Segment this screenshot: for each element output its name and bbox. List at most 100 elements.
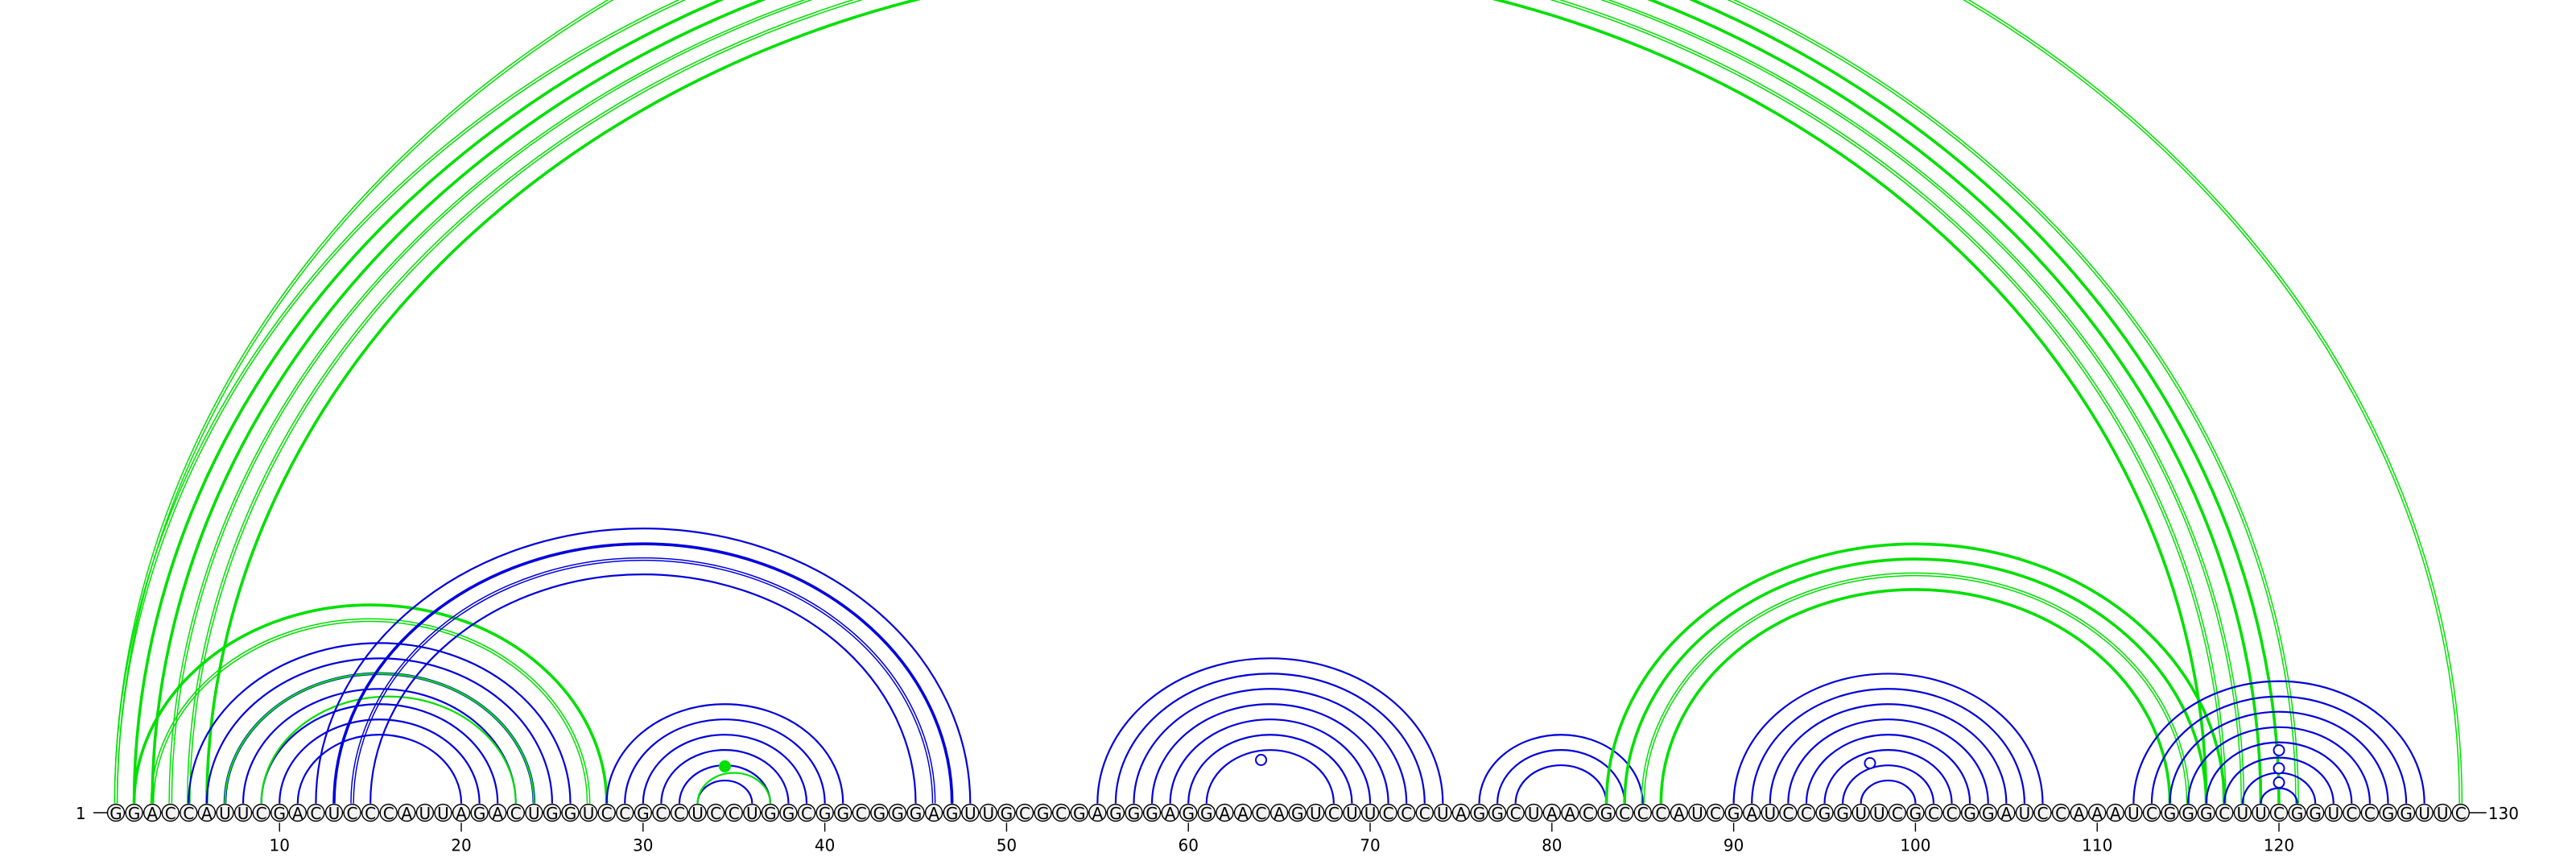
- nucleotide-circle: [579, 803, 598, 822]
- nucleotide-letter: C: [1619, 804, 1630, 823]
- tick-110: 110: [2082, 822, 2112, 855]
- nucleotide-circle: [543, 803, 562, 822]
- nucleotide-circle: [852, 803, 870, 822]
- nucleotide-circle: [724, 803, 743, 822]
- tick-90: 90: [1724, 822, 1744, 855]
- nucleotide-102: C: [1942, 803, 1961, 823]
- nucleotide-circle: [1106, 803, 1125, 822]
- nucleotide-circle: [1488, 803, 1507, 822]
- nucleotide-51: C: [1015, 803, 1034, 823]
- nucleotide-circle: [888, 803, 907, 822]
- nucleotide-letter: C: [2346, 804, 2357, 823]
- nucleotide-letter: C: [710, 804, 721, 823]
- tick-label: 120: [2264, 836, 2294, 855]
- nucleotide-circle: [2070, 803, 2088, 822]
- nucleotide-circle: [324, 803, 344, 822]
- nucleotide-letter: G: [910, 804, 923, 823]
- nucleotide-23: C: [506, 803, 525, 823]
- nucleotide-circle: [2142, 803, 2161, 822]
- pair-marker-120-3: [2273, 776, 2285, 789]
- arc-1-130-green: [114, 0, 2463, 804]
- nucleotide-circle: [1451, 803, 1471, 822]
- nucleotide-letter: U: [419, 804, 431, 823]
- nucleotide-letter: U: [2418, 804, 2430, 823]
- nucleotide-letter: C: [1328, 804, 1340, 823]
- nucleotide-circle: [1161, 803, 1179, 822]
- nucleotide-89: C: [1706, 803, 1725, 823]
- nucleotide-21: G: [470, 803, 489, 823]
- nucleotide-circle: [525, 803, 543, 822]
- nucleotide-106: U: [2015, 803, 2034, 823]
- nucleotide-letter: C: [1928, 804, 1939, 823]
- arc-117-123-blue: [2223, 756, 2334, 804]
- nucleotide-25: G: [543, 803, 562, 823]
- nucleotide-circle: [797, 803, 816, 822]
- nucleotide-circle: [961, 803, 980, 822]
- nucleotide-31: C: [652, 803, 671, 823]
- nucleotide-letter: C: [2037, 804, 2048, 823]
- nucleotide-70: U: [1360, 803, 1380, 823]
- nucleotide-circle: [2051, 803, 2070, 822]
- arc-116-124-blue: [2205, 741, 2353, 804]
- arc-11-20-blue: [296, 734, 463, 804]
- nucleotide-letter: G: [1473, 804, 1486, 823]
- arc-28-41-blue: [605, 703, 844, 804]
- nucleotide-circle: [2197, 803, 2215, 822]
- nucleotide-letter: A: [401, 804, 412, 823]
- arc-83-117-green: [1604, 542, 2227, 804]
- nucleotide-letter: C: [1510, 804, 1521, 823]
- arc-113-127-blue: [2150, 695, 2408, 804]
- nucleotide-7: U: [216, 803, 234, 823]
- nucleotide-18: U: [415, 803, 435, 823]
- nucleotide-circle: [616, 803, 634, 822]
- nucleotide-123: U: [2324, 803, 2343, 823]
- nucleotide-circle: [1252, 803, 1270, 822]
- nucleotide-letter: C: [729, 804, 740, 823]
- arc-15-45-blue: [369, 573, 917, 804]
- nucleotide-120: C: [2269, 803, 2289, 823]
- nucleotide-circle: [597, 803, 616, 822]
- tick-label: 80: [1542, 836, 1562, 855]
- nucleotide-circle: [1652, 803, 1670, 822]
- nucleotide-circle: [1233, 803, 1253, 822]
- nucleotide-26: G: [561, 803, 580, 823]
- nucleotide-35: C: [724, 803, 743, 823]
- nucleotide-circle: [2106, 803, 2125, 822]
- arc-57-72-blue: [1133, 688, 1408, 804]
- nucleotide-82: C: [1579, 803, 1598, 823]
- pair-marker-98-2: [1864, 757, 1876, 769]
- pair-marker-120-5: [2273, 744, 2285, 756]
- arc-5-26-blue: [188, 642, 572, 804]
- nucleotide-74: U: [1434, 803, 1452, 823]
- nucleotide-letter: C: [2455, 804, 2467, 823]
- nucleotide-letter: G: [1001, 804, 1013, 823]
- nucleotide-letter: A: [492, 804, 503, 823]
- nucleotide-57: G: [1125, 803, 1143, 823]
- arc-114-126-blue: [2169, 710, 2389, 804]
- nucleotide-circle: [1360, 803, 1380, 822]
- nucleotide-circle: [1724, 803, 1743, 822]
- nucleotide-letter: U: [1364, 804, 1377, 823]
- nucleotide-109: A: [2070, 803, 2088, 823]
- nucleotide-circle: [1924, 803, 1943, 822]
- nucleotide-letter: C: [801, 804, 812, 823]
- nucleotide-letter: C: [1256, 804, 1267, 823]
- nucleotide-letter: U: [1691, 804, 1703, 823]
- nucleotide-circle: [233, 803, 253, 822]
- nucleotide-3: A: [142, 803, 162, 823]
- arc-91-106-blue: [1751, 688, 2025, 804]
- nucleotide-letter: C: [1710, 804, 1721, 823]
- nucleotide-circle: [142, 803, 162, 822]
- nucleotide-45: G: [906, 803, 925, 823]
- nucleotide-letter: A: [2000, 804, 2012, 823]
- nucleotide-circle: [997, 803, 1016, 822]
- nucleotide-97: U: [1852, 803, 1870, 823]
- nucleotide-66: G: [1288, 803, 1307, 823]
- arc-92-105-blue: [1769, 703, 2008, 804]
- arc-9-22-blue: [260, 703, 499, 804]
- arcs-layer: [114, 0, 2463, 804]
- nucleotide-115: G: [2178, 803, 2198, 823]
- nucleotide-30: G: [634, 803, 653, 823]
- nucleotide-29: C: [616, 803, 634, 823]
